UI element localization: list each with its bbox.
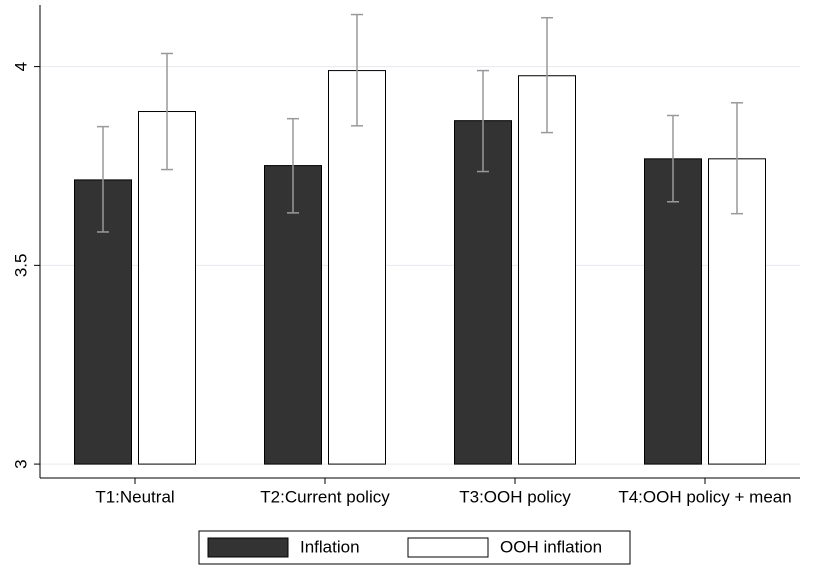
error-bar <box>731 102 743 215</box>
y-tick-label: 3 <box>11 459 30 468</box>
legend-swatch <box>407 537 489 558</box>
error-bar <box>667 114 679 203</box>
error-bar <box>287 117 299 214</box>
bar <box>644 158 702 465</box>
bar <box>454 120 512 465</box>
x-tick-label: T2:Current policy <box>260 487 390 506</box>
legend-label: Inflation <box>300 537 360 556</box>
bar <box>518 75 576 465</box>
error-bar <box>477 69 489 173</box>
x-tick-label: T1:Neutral <box>95 487 174 506</box>
error-bar <box>161 52 173 171</box>
error-bar <box>97 125 109 233</box>
x-tick-label: T3:OOH policy <box>459 487 571 506</box>
y-tick-label: 4 <box>11 62 30 71</box>
legend-swatch <box>207 537 289 558</box>
bar <box>264 165 322 465</box>
legend-label: OOH inflation <box>500 537 602 556</box>
error-bar <box>351 13 363 127</box>
error-bar <box>541 16 553 134</box>
y-tick-label: 3.5 <box>11 254 30 278</box>
bar <box>328 70 386 465</box>
x-tick-label: T4:OOH policy + mean <box>618 487 791 506</box>
